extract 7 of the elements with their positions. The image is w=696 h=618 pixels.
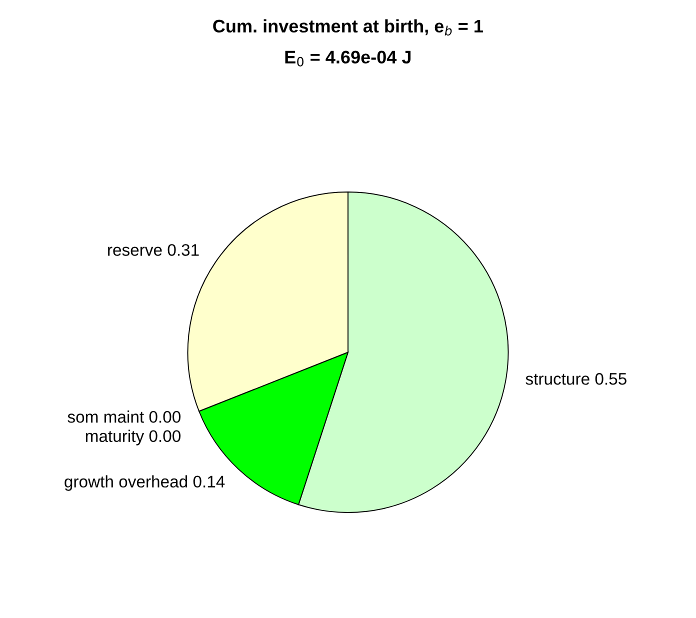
category-label: maturity 0.00 [86, 430, 181, 446]
slice-label: structure 0.55 [526, 373, 626, 385]
chart-subtitle: E$_{0}$ = 4.69e-04 J [285, 50, 411, 66]
slice-label: growth overhead 0.14 [64, 475, 225, 491]
category-label: som maint 0.00 [68, 410, 181, 423]
slice-label: reserve 0.31 [108, 244, 199, 256]
chart-title: Cum. investment at birth, e$_{b}$ = 1 [213, 19, 483, 36]
